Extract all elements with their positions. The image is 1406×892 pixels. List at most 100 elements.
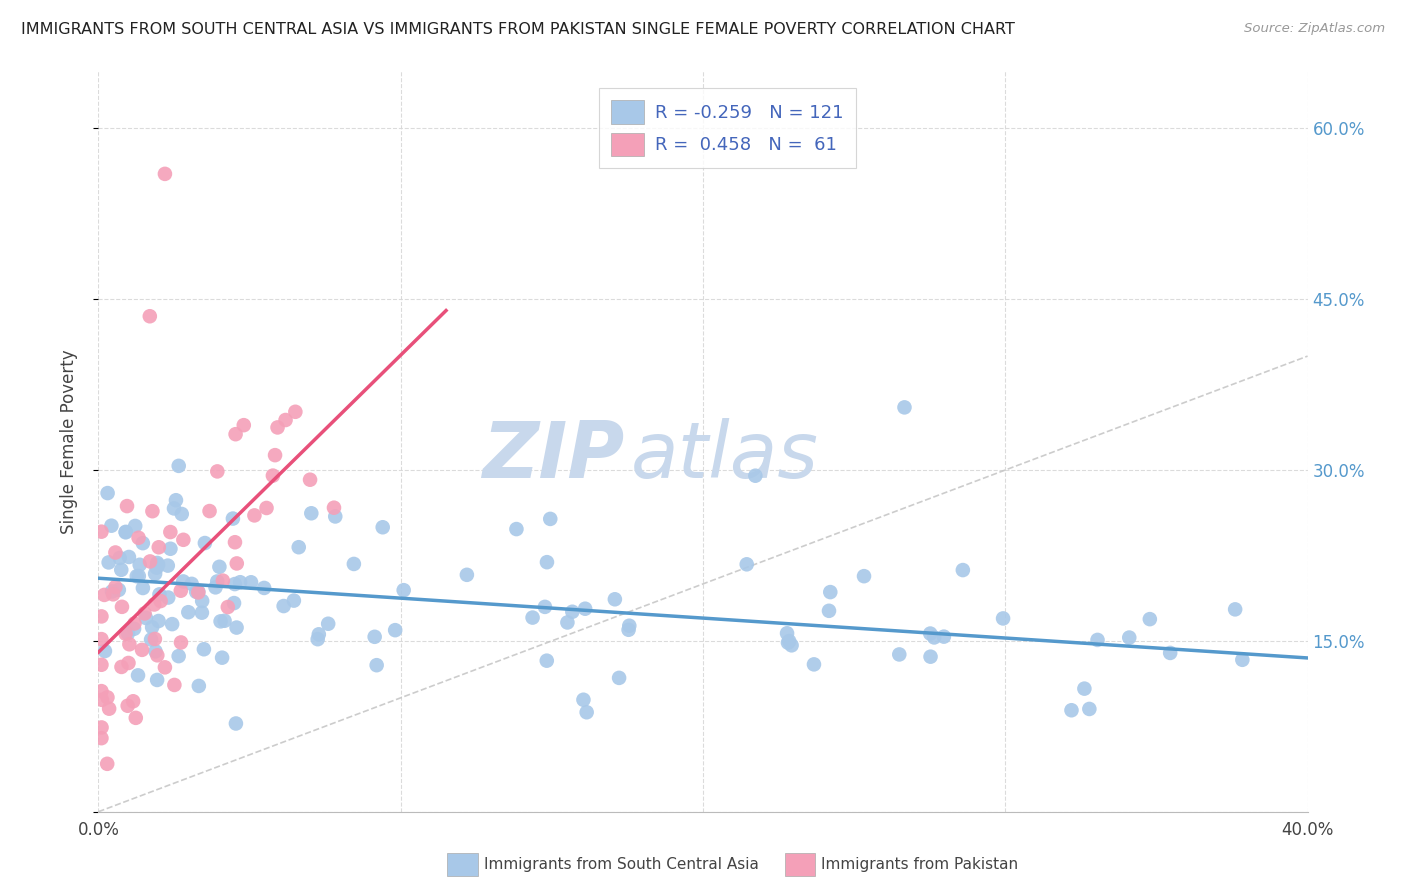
Point xyxy=(778,634,800,648)
Point xyxy=(308,627,330,641)
Point xyxy=(224,535,246,549)
Point xyxy=(922,631,945,645)
Point xyxy=(114,525,136,540)
Point xyxy=(222,596,245,610)
Point xyxy=(118,637,141,651)
Point xyxy=(177,605,200,619)
Point xyxy=(307,632,329,647)
Point xyxy=(148,541,170,555)
Point xyxy=(101,587,124,601)
Text: IMMIGRANTS FROM SOUTH CENTRAL ASIA VS IMMIGRANTS FROM PAKISTAN SINGLE FEMALE POV: IMMIGRANTS FROM SOUTH CENTRAL ASIA VS IM… xyxy=(21,22,1015,37)
Point xyxy=(853,569,876,583)
Point xyxy=(108,551,131,566)
Point xyxy=(735,558,758,572)
Point xyxy=(148,614,170,628)
Point xyxy=(371,520,394,534)
Point xyxy=(90,684,112,698)
Point xyxy=(229,575,252,590)
Point xyxy=(299,506,322,520)
Point xyxy=(93,588,115,602)
Point xyxy=(534,599,557,614)
Point xyxy=(90,657,112,672)
Point xyxy=(224,577,246,591)
Point xyxy=(323,500,346,515)
Point xyxy=(889,648,911,662)
Point xyxy=(820,585,842,599)
Point xyxy=(91,693,114,707)
Point xyxy=(153,660,176,674)
Point xyxy=(194,536,217,550)
Point xyxy=(101,584,124,599)
Point xyxy=(207,464,229,478)
Point xyxy=(146,556,169,570)
Point xyxy=(1139,612,1161,626)
Point xyxy=(920,626,942,640)
Point xyxy=(225,716,247,731)
Point xyxy=(505,522,527,536)
Point xyxy=(575,705,598,719)
Point xyxy=(1118,631,1140,645)
Point xyxy=(366,658,388,673)
Point xyxy=(1087,632,1109,647)
Point xyxy=(893,401,915,415)
Point xyxy=(141,504,163,518)
Point xyxy=(90,632,112,647)
Text: atlas: atlas xyxy=(630,418,818,494)
Point xyxy=(96,756,118,771)
Point xyxy=(932,630,955,644)
Point xyxy=(1232,653,1254,667)
Point xyxy=(208,559,231,574)
Point xyxy=(157,591,180,605)
Point xyxy=(122,622,145,636)
Point xyxy=(273,599,295,613)
Point xyxy=(991,611,1014,625)
Point xyxy=(225,427,247,442)
Point xyxy=(124,519,146,533)
Point xyxy=(776,626,799,640)
Point xyxy=(323,509,346,524)
Point xyxy=(114,524,136,539)
Point xyxy=(104,580,127,594)
Point xyxy=(149,594,172,608)
Point xyxy=(818,604,841,618)
Point xyxy=(776,635,799,649)
Point xyxy=(100,518,122,533)
Point xyxy=(90,609,112,624)
Point xyxy=(343,557,366,571)
Point xyxy=(146,673,169,687)
Point xyxy=(187,584,209,599)
Point xyxy=(111,599,134,614)
Point xyxy=(159,541,181,556)
Point xyxy=(603,592,626,607)
Text: Immigrants from South Central Asia: Immigrants from South Central Asia xyxy=(484,857,759,871)
Point xyxy=(243,508,266,523)
Point xyxy=(90,721,112,735)
Point xyxy=(619,618,641,632)
Point xyxy=(114,626,136,640)
Point xyxy=(561,605,583,619)
Point xyxy=(97,486,120,500)
Point xyxy=(128,558,150,572)
Point xyxy=(232,418,254,433)
Point xyxy=(139,310,162,324)
Point xyxy=(139,632,162,647)
Point xyxy=(145,560,167,574)
Point xyxy=(128,531,150,545)
Point xyxy=(209,615,232,629)
Point xyxy=(191,594,214,608)
Point xyxy=(187,585,209,599)
Point xyxy=(222,511,245,525)
Point xyxy=(274,413,297,427)
Point xyxy=(225,557,247,571)
Point xyxy=(299,473,322,487)
Point xyxy=(170,583,193,598)
Point xyxy=(145,644,167,658)
Point xyxy=(198,504,221,518)
Point xyxy=(134,607,156,621)
Point xyxy=(117,626,139,640)
Point xyxy=(167,458,190,473)
Legend: R = -0.259   N = 121, R =  0.458   N =  61: R = -0.259 N = 121, R = 0.458 N = 61 xyxy=(599,87,856,169)
Point xyxy=(1223,602,1246,616)
Point xyxy=(617,623,640,637)
Point xyxy=(204,580,226,594)
